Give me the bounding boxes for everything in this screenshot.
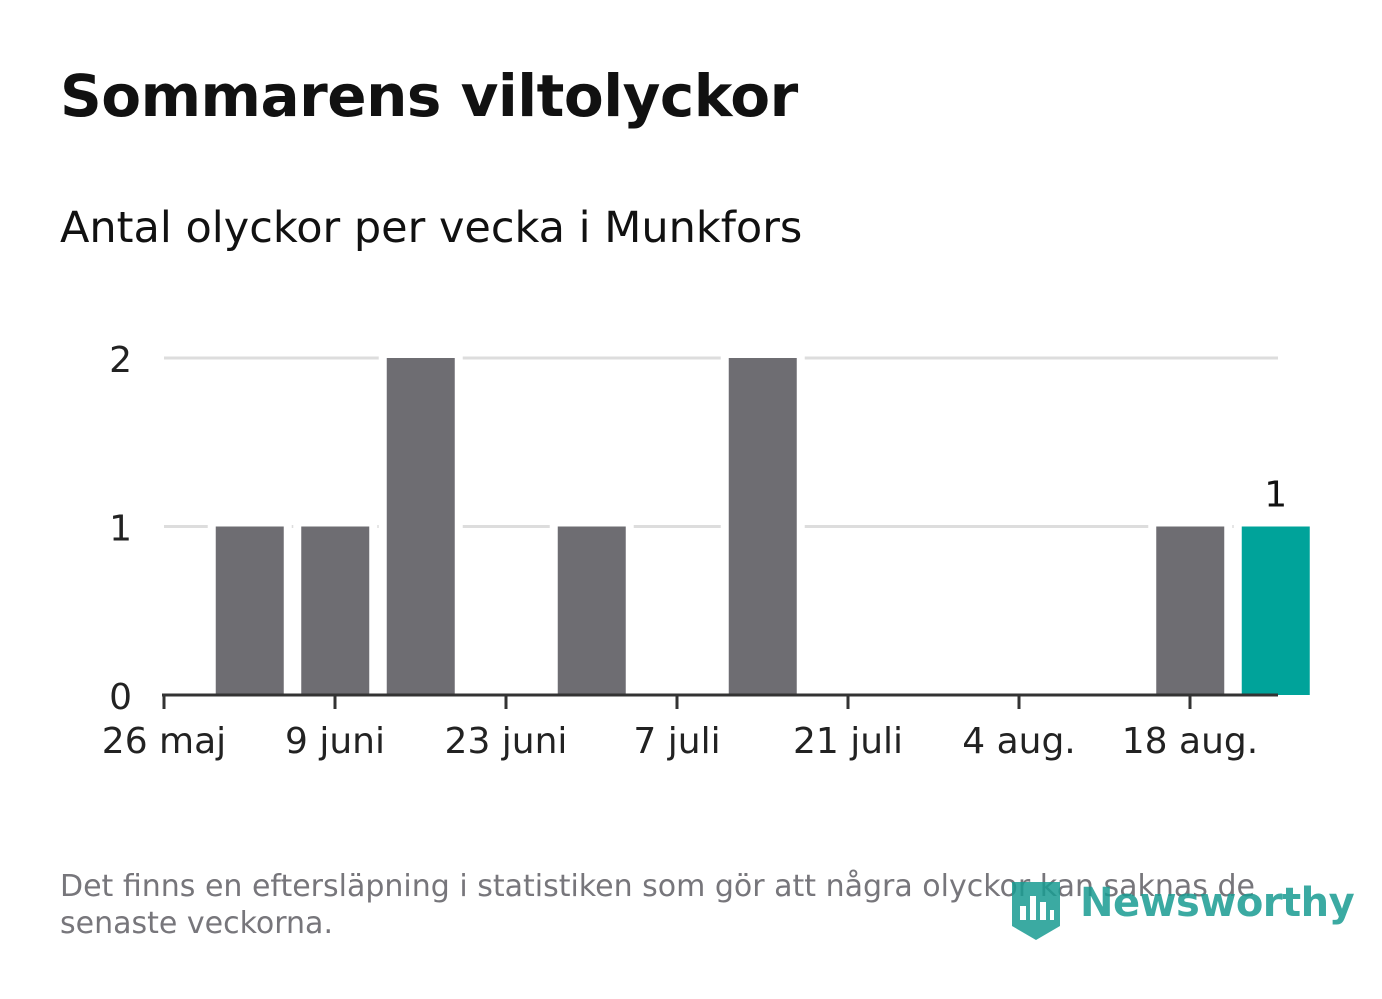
x-tick-label: 23 juni <box>445 721 568 762</box>
chart-subtitle: Antal olyckor per vecka i Munkfors <box>60 203 803 253</box>
data-labels: 1 <box>1264 475 1287 516</box>
bar <box>386 358 455 695</box>
bar <box>215 526 284 695</box>
x-tick-label: 9 juni <box>285 721 385 762</box>
newsworthy-logo: Newsworthy <box>1008 876 1355 948</box>
bar <box>301 526 370 695</box>
bar-highlight <box>1241 526 1310 695</box>
logo-text: Newsworthy <box>1080 880 1355 926</box>
y-tick-label: 2 <box>109 340 132 381</box>
x-axis: 26 maj 9 juni 23 juni 7 juli 21 juli 4 aug. 18… <box>102 693 1278 762</box>
bar <box>557 526 626 695</box>
data-label: 1 <box>1264 475 1287 516</box>
y-axis-labels: 0 1 2 <box>109 340 132 718</box>
bar <box>728 358 797 695</box>
y-tick-label: 0 <box>109 677 132 718</box>
x-tick-label: 7 juli <box>633 721 720 762</box>
chart-badge-icon <box>1012 882 1060 940</box>
bar <box>1156 526 1225 695</box>
x-tick-label: 21 juli <box>793 721 903 762</box>
x-tick-label: 18 aug. <box>1122 721 1258 762</box>
x-tick-label: 26 maj <box>102 721 226 762</box>
y-tick-label: 1 <box>109 509 132 550</box>
chart-title: Sommarens viltolyckor <box>60 62 798 130</box>
x-tick-label: 4 aug. <box>962 721 1076 762</box>
bars <box>207 354 1318 695</box>
